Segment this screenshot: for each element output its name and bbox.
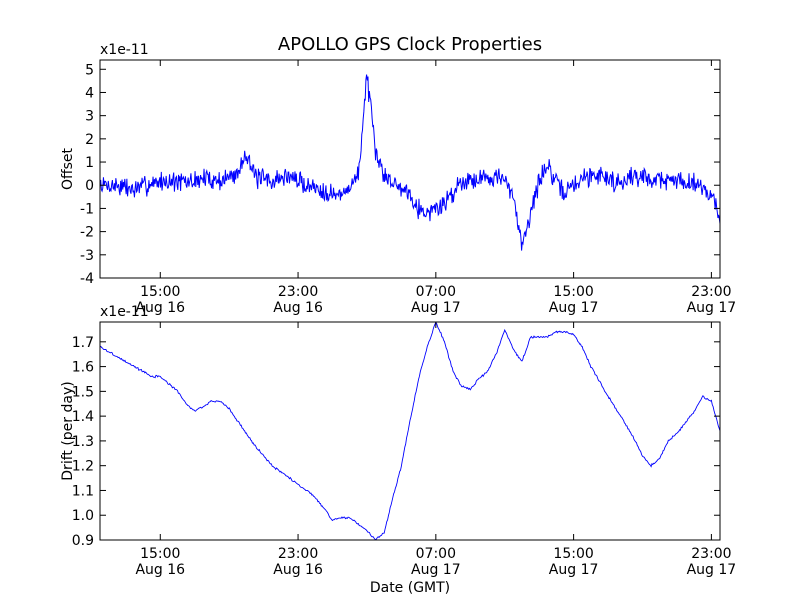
series-line bbox=[100, 74, 720, 251]
x-tick-label-time: 23:00 bbox=[691, 284, 731, 300]
y-tick-label: 0.9 bbox=[72, 533, 94, 549]
plot-frame bbox=[99, 59, 721, 279]
x-tick-label-date: Aug 16 bbox=[273, 300, 323, 316]
y-axis-label: Offset bbox=[60, 147, 76, 190]
x-tick-label-time: 07:00 bbox=[416, 284, 456, 300]
y-tick-label: 1 bbox=[85, 155, 94, 171]
x-tick-label-time: 07:00 bbox=[416, 546, 456, 562]
x-tick-label-date: Aug 16 bbox=[135, 300, 185, 316]
x-tick-label-time: 15:00 bbox=[140, 546, 180, 562]
y-tick-label: 1.3 bbox=[72, 434, 94, 450]
y-tick-label: 5 bbox=[85, 62, 94, 78]
y-tick-label: -2 bbox=[80, 225, 94, 241]
y-tick-label: 4 bbox=[85, 85, 94, 101]
x-tick-label-date: Aug 17 bbox=[549, 562, 599, 578]
x-tick-label-time: 15:00 bbox=[553, 546, 593, 562]
x-tick-label-date: Aug 16 bbox=[135, 562, 185, 578]
x-tick-label-date: Aug 17 bbox=[687, 562, 737, 578]
y-tick-label: -4 bbox=[80, 271, 94, 287]
y-tick-label: 1.5 bbox=[72, 384, 94, 400]
x-axis-label: Date (GMT) bbox=[370, 580, 450, 596]
y-tick-label: 1.6 bbox=[72, 360, 94, 376]
plot-frame bbox=[99, 321, 721, 541]
x-tick-label-time: 15:00 bbox=[553, 284, 593, 300]
y-tick-label: 1.1 bbox=[72, 483, 94, 499]
chart-title: APOLLO GPS Clock Properties bbox=[278, 34, 542, 55]
x-tick-label-time: 23:00 bbox=[691, 546, 731, 562]
x-tick-label-date: Aug 17 bbox=[549, 300, 599, 316]
y-tick-label: 0 bbox=[85, 178, 94, 194]
series-line bbox=[100, 322, 720, 540]
y-scale-label: x1e-11 bbox=[100, 304, 149, 320]
y-tick-label: 2 bbox=[85, 132, 94, 148]
y-tick-label: -3 bbox=[80, 248, 94, 264]
x-tick-label-time: 15:00 bbox=[140, 284, 180, 300]
x-tick-label-time: 23:00 bbox=[278, 546, 318, 562]
x-tick-label-date: Aug 16 bbox=[273, 562, 323, 578]
x-tick-label-date: Aug 17 bbox=[411, 562, 461, 578]
y-tick-label: 1.7 bbox=[72, 335, 94, 351]
x-tick-label-date: Aug 17 bbox=[687, 300, 737, 316]
y-tick-label: 1.2 bbox=[72, 459, 94, 475]
y-tick-label: 1.4 bbox=[72, 409, 94, 425]
x-tick-label-date: Aug 17 bbox=[411, 300, 461, 316]
x-tick-label-time: 23:00 bbox=[278, 284, 318, 300]
y-tick-label: -1 bbox=[80, 201, 94, 217]
y-axis-label: Drift (per day) bbox=[60, 381, 76, 480]
y-tick-label: 1.0 bbox=[72, 508, 94, 524]
y-tick-label: 3 bbox=[85, 109, 94, 125]
y-scale-label: x1e-11 bbox=[100, 42, 149, 58]
